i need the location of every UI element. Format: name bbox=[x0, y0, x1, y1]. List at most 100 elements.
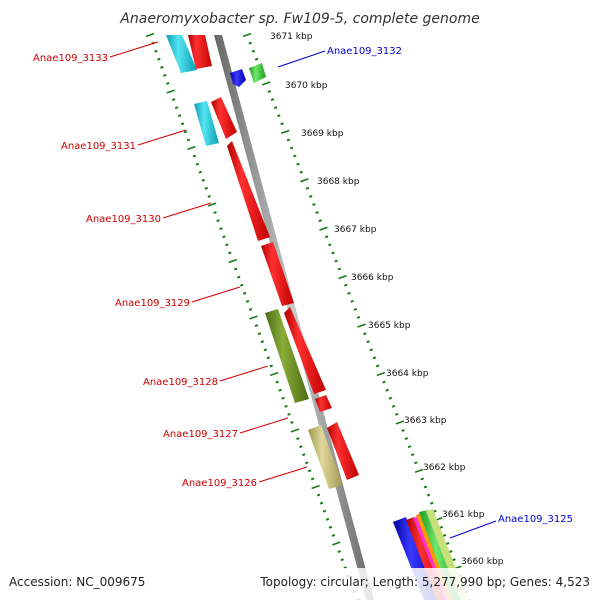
scale-minor-tick bbox=[296, 437, 300, 441]
scale-major-tick bbox=[269, 371, 279, 377]
scale-minor-tick bbox=[382, 380, 386, 384]
scale-minor-tick bbox=[404, 437, 409, 441]
scale-minor-tick bbox=[163, 73, 167, 77]
scale-minor-tick bbox=[308, 194, 313, 198]
gene-label[interactable]: Anae109_3128 bbox=[143, 377, 218, 388]
gene-label[interactable]: Anae109_3125 bbox=[498, 514, 573, 525]
gene-label[interactable]: Anae109_3132 bbox=[327, 46, 402, 57]
scale-minor-tick bbox=[245, 299, 250, 303]
scale-minor-tick bbox=[445, 542, 450, 545]
scale-major-tick bbox=[280, 129, 290, 135]
scale-minor-tick bbox=[315, 211, 319, 215]
scale-major-tick bbox=[166, 89, 175, 94]
scale-major-tick bbox=[338, 274, 347, 280]
scale-minor-tick bbox=[337, 267, 342, 271]
gene-olive-3128 bbox=[265, 309, 309, 403]
scale-minor-tick bbox=[219, 227, 223, 231]
scale-minor-tick bbox=[287, 412, 291, 416]
scale-minor-tick bbox=[299, 170, 303, 174]
scale-minor-tick bbox=[375, 364, 380, 368]
scale-minor-tick bbox=[449, 550, 453, 554]
gene-red-3130 bbox=[227, 141, 270, 241]
scale-minor-tick bbox=[299, 445, 303, 449]
scale-minor-tick bbox=[154, 49, 158, 53]
scale-minor-tick bbox=[195, 162, 200, 166]
scale-label: 3668 kbp bbox=[317, 177, 360, 187]
inner-scale-ring bbox=[145, 32, 362, 600]
scale-minor-tick bbox=[296, 162, 300, 166]
scale-minor-tick bbox=[410, 453, 415, 457]
scale-minor-tick bbox=[186, 138, 191, 142]
scale-minor-tick bbox=[228, 251, 232, 255]
scale-minor-tick bbox=[290, 420, 294, 424]
scale-minor-tick bbox=[325, 517, 330, 521]
scale-label: 3670 kbp bbox=[285, 81, 328, 91]
gene-label[interactable]: Anae109_3129 bbox=[115, 298, 190, 309]
scale-minor-tick bbox=[401, 429, 405, 432]
forward-strand-genes bbox=[230, 63, 266, 87]
scale-minor-tick bbox=[372, 356, 377, 360]
scale-minor-tick bbox=[350, 299, 354, 303]
scale-label: 3664 kbp bbox=[386, 369, 429, 379]
scale-minor-tick bbox=[213, 211, 217, 215]
scale-major-tick bbox=[145, 32, 155, 38]
scale-minor-tick bbox=[310, 477, 315, 481]
scale-minor-tick bbox=[177, 114, 182, 118]
scale-major-tick bbox=[207, 202, 217, 207]
scale-minor-tick bbox=[363, 332, 367, 336]
scale-label: 3662 kbp bbox=[423, 463, 466, 473]
scale-minor-tick bbox=[180, 122, 185, 126]
scale-minor-tick bbox=[388, 396, 393, 400]
gene-labels: Anae109_3133 Anae109_3131 Anae109_3130 A… bbox=[33, 46, 573, 525]
scale-minor-tick bbox=[366, 340, 370, 344]
scale-minor-tick bbox=[248, 41, 252, 45]
gene-label[interactable]: Anae109_3126 bbox=[182, 478, 257, 489]
scale-minor-tick bbox=[192, 154, 197, 158]
scale-major-tick bbox=[414, 468, 424, 474]
scale-minor-tick bbox=[302, 453, 306, 457]
scale-minor-tick bbox=[270, 98, 275, 102]
scale-minor-tick bbox=[337, 550, 341, 554]
scale-minor-tick bbox=[328, 243, 332, 247]
scale-major-tick bbox=[187, 145, 196, 151]
scale-minor-tick bbox=[174, 106, 179, 110]
scale-label: 3660 kbp bbox=[461, 557, 504, 567]
scale-minor-tick bbox=[267, 90, 272, 93]
scale-minor-tick bbox=[328, 525, 333, 529]
scale-minor-tick bbox=[347, 291, 351, 295]
gene-red-3127 bbox=[315, 395, 332, 412]
scale-minor-tick bbox=[257, 332, 262, 336]
scale-minor-tick bbox=[207, 194, 211, 198]
scale-major-tick bbox=[228, 258, 238, 264]
scale-major-tick bbox=[242, 32, 252, 38]
gene-cyan-3131 bbox=[194, 101, 219, 146]
gene-label[interactable]: Anae109_3133 bbox=[33, 53, 108, 64]
scale-minor-tick bbox=[452, 558, 456, 562]
gene-label[interactable]: Anae109_3130 bbox=[86, 214, 161, 225]
scale-minor-tick bbox=[369, 348, 373, 352]
scale-major-tick bbox=[261, 81, 271, 86]
scale-minor-tick bbox=[322, 509, 327, 513]
gene-red-3128 bbox=[284, 307, 326, 394]
scale-minor-tick bbox=[201, 178, 205, 182]
scale-label: 3667 kbp bbox=[334, 225, 377, 235]
scale-minor-tick bbox=[269, 364, 273, 368]
scale-minor-tick bbox=[251, 49, 256, 53]
scale-minor-tick bbox=[289, 146, 294, 150]
scale-minor-tick bbox=[280, 122, 284, 126]
scale-minor-tick bbox=[277, 114, 281, 118]
gene-label[interactable]: Anae109_3127 bbox=[163, 429, 238, 440]
gene-label[interactable]: Anae109_3131 bbox=[61, 141, 136, 152]
scale-major-tick bbox=[319, 226, 328, 231]
scale-minor-tick bbox=[242, 291, 247, 295]
scale-minor-tick bbox=[293, 154, 297, 158]
scale-minor-tick bbox=[263, 348, 268, 352]
scale-minor-tick bbox=[222, 235, 226, 239]
scale-minor-tick bbox=[160, 65, 164, 69]
scale-minor-tick bbox=[278, 388, 282, 392]
scale-minor-tick bbox=[407, 445, 412, 449]
scale-minor-tick bbox=[391, 404, 396, 408]
footer-backdrop bbox=[0, 568, 600, 600]
scale-minor-tick bbox=[254, 57, 259, 61]
